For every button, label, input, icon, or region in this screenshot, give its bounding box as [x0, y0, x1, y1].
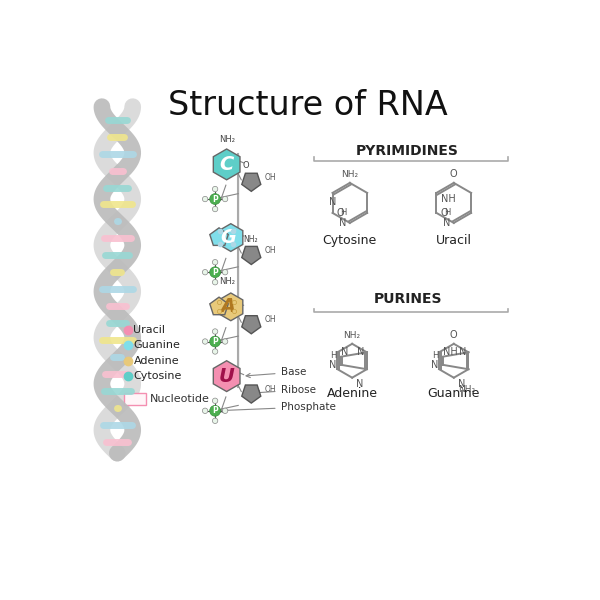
- Text: N: N: [329, 359, 337, 370]
- Text: P: P: [212, 194, 218, 203]
- Text: P: P: [212, 406, 218, 415]
- Circle shape: [210, 194, 220, 205]
- Text: U: U: [219, 367, 235, 386]
- Polygon shape: [242, 173, 261, 191]
- Text: NH: NH: [443, 347, 458, 357]
- Circle shape: [223, 196, 228, 202]
- Text: N: N: [341, 347, 349, 357]
- Text: A: A: [220, 298, 236, 316]
- Circle shape: [212, 187, 218, 192]
- Circle shape: [210, 406, 220, 416]
- Text: N: N: [443, 218, 451, 228]
- Circle shape: [223, 408, 228, 413]
- Text: PYRIMIDINES: PYRIMIDINES: [356, 143, 459, 158]
- Text: O: O: [242, 161, 248, 170]
- Polygon shape: [242, 247, 261, 265]
- Circle shape: [202, 408, 208, 413]
- Text: Structure of RNA: Structure of RNA: [167, 89, 448, 122]
- Polygon shape: [219, 293, 243, 321]
- Text: P: P: [212, 268, 218, 277]
- Text: H: H: [340, 208, 347, 217]
- Circle shape: [212, 418, 218, 424]
- Text: C: C: [220, 155, 234, 174]
- Text: N: N: [431, 359, 439, 370]
- Text: OH: OH: [265, 173, 276, 182]
- Text: Guanine: Guanine: [428, 387, 480, 400]
- Circle shape: [202, 269, 208, 275]
- Text: OH: OH: [265, 246, 276, 255]
- Text: O: O: [450, 330, 458, 340]
- Text: Adenine: Adenine: [326, 387, 377, 400]
- Text: PURINES: PURINES: [373, 292, 442, 306]
- Text: Uracil: Uracil: [436, 235, 472, 247]
- Text: OH: OH: [265, 316, 276, 325]
- Circle shape: [223, 269, 228, 275]
- Text: O: O: [450, 169, 458, 179]
- Text: Ribose: Ribose: [255, 385, 316, 395]
- Polygon shape: [242, 385, 261, 403]
- Text: H: H: [432, 351, 439, 360]
- Text: N: N: [357, 347, 365, 357]
- Circle shape: [212, 398, 218, 403]
- Circle shape: [212, 206, 218, 212]
- Text: H: H: [331, 351, 337, 360]
- Polygon shape: [214, 149, 240, 180]
- Polygon shape: [219, 224, 243, 251]
- Circle shape: [212, 280, 218, 285]
- Circle shape: [212, 329, 218, 334]
- Text: NH₂: NH₂: [218, 134, 235, 143]
- Text: N: N: [356, 379, 364, 389]
- Circle shape: [210, 336, 220, 347]
- Text: N: N: [329, 197, 336, 207]
- Polygon shape: [210, 297, 228, 314]
- Text: N: N: [340, 218, 347, 228]
- Text: Cytosine: Cytosine: [323, 235, 377, 247]
- Text: Cytosine: Cytosine: [133, 371, 182, 381]
- Text: Uracil: Uracil: [133, 325, 166, 335]
- Text: NH₂: NH₂: [218, 277, 235, 286]
- Circle shape: [212, 349, 218, 354]
- Text: NH: NH: [441, 194, 456, 205]
- Text: Phosphate: Phosphate: [219, 402, 335, 413]
- Text: Guanine: Guanine: [133, 340, 181, 350]
- Circle shape: [202, 339, 208, 344]
- Text: NH₂: NH₂: [458, 385, 475, 394]
- Circle shape: [212, 259, 218, 265]
- Text: N: N: [458, 379, 465, 389]
- FancyBboxPatch shape: [124, 393, 146, 406]
- Text: NH₂: NH₂: [344, 331, 361, 340]
- Text: OH: OH: [265, 385, 276, 394]
- Text: P: P: [212, 337, 218, 346]
- Text: H: H: [445, 208, 451, 217]
- Text: Adenine: Adenine: [133, 356, 179, 366]
- Text: O: O: [440, 208, 448, 218]
- Polygon shape: [214, 361, 240, 392]
- Polygon shape: [210, 228, 228, 245]
- Text: NH₂: NH₂: [341, 170, 358, 179]
- Text: N: N: [459, 347, 466, 357]
- Polygon shape: [242, 316, 261, 334]
- Text: Nucleotide: Nucleotide: [149, 394, 209, 404]
- Text: NH₂: NH₂: [244, 235, 258, 244]
- Text: G: G: [220, 228, 236, 247]
- Circle shape: [210, 267, 220, 278]
- Circle shape: [202, 196, 208, 202]
- Circle shape: [223, 339, 228, 344]
- Text: O: O: [337, 208, 344, 218]
- Text: Base: Base: [246, 367, 306, 377]
